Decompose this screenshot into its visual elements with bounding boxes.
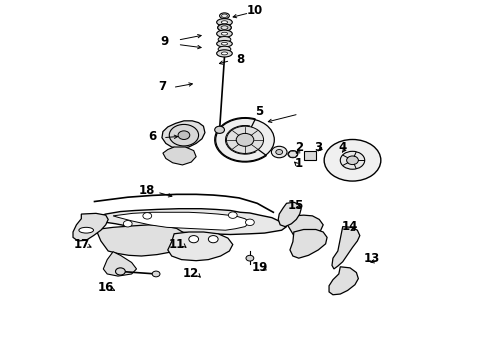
Polygon shape (89, 209, 287, 234)
Circle shape (215, 126, 224, 134)
Ellipse shape (217, 50, 232, 57)
Polygon shape (162, 121, 205, 148)
Text: 17: 17 (73, 238, 90, 251)
Ellipse shape (217, 30, 232, 37)
Ellipse shape (220, 13, 229, 19)
Text: 6: 6 (148, 130, 156, 144)
Text: 7: 7 (158, 80, 166, 93)
Polygon shape (283, 215, 323, 237)
Ellipse shape (218, 24, 231, 31)
Circle shape (236, 134, 254, 146)
Circle shape (226, 126, 264, 153)
Ellipse shape (221, 42, 228, 45)
Polygon shape (163, 147, 196, 165)
Ellipse shape (218, 37, 231, 42)
Circle shape (276, 149, 283, 154)
Ellipse shape (217, 41, 232, 47)
Circle shape (245, 219, 254, 226)
Circle shape (208, 235, 218, 243)
Text: 2: 2 (294, 141, 303, 154)
Circle shape (116, 268, 125, 275)
Circle shape (288, 150, 298, 158)
Circle shape (346, 156, 358, 165)
Ellipse shape (221, 52, 228, 55)
Polygon shape (304, 151, 316, 160)
Text: 15: 15 (288, 199, 304, 212)
Ellipse shape (221, 26, 228, 30)
Ellipse shape (221, 32, 228, 35)
Text: 11: 11 (169, 238, 185, 251)
Text: 9: 9 (160, 35, 169, 49)
Polygon shape (73, 213, 108, 241)
Ellipse shape (221, 21, 228, 24)
Circle shape (228, 212, 237, 219)
Circle shape (178, 131, 190, 139)
Circle shape (324, 139, 381, 181)
Polygon shape (278, 202, 301, 226)
Polygon shape (290, 229, 327, 258)
Text: 5: 5 (255, 105, 264, 118)
Polygon shape (168, 232, 233, 261)
Circle shape (143, 213, 152, 219)
Circle shape (169, 125, 198, 146)
Circle shape (152, 271, 160, 277)
Text: 14: 14 (342, 220, 358, 233)
Ellipse shape (79, 227, 94, 233)
Text: 19: 19 (251, 261, 268, 274)
Ellipse shape (217, 19, 232, 26)
Circle shape (123, 221, 132, 227)
Text: 18: 18 (139, 184, 155, 197)
Polygon shape (96, 225, 189, 256)
Ellipse shape (218, 46, 231, 52)
Text: 4: 4 (339, 141, 347, 154)
Circle shape (189, 235, 198, 243)
Text: 12: 12 (183, 267, 199, 280)
Polygon shape (288, 151, 298, 157)
Polygon shape (113, 212, 250, 230)
Polygon shape (103, 252, 137, 276)
Circle shape (271, 146, 287, 158)
Text: 13: 13 (364, 252, 380, 265)
Text: 8: 8 (236, 53, 244, 66)
Text: 16: 16 (98, 281, 114, 294)
Circle shape (340, 151, 365, 169)
Circle shape (246, 255, 254, 261)
Text: 1: 1 (294, 157, 303, 170)
Circle shape (216, 118, 274, 161)
Polygon shape (332, 226, 360, 269)
Polygon shape (329, 267, 358, 295)
Text: 3: 3 (314, 141, 322, 154)
Text: 10: 10 (246, 4, 263, 17)
